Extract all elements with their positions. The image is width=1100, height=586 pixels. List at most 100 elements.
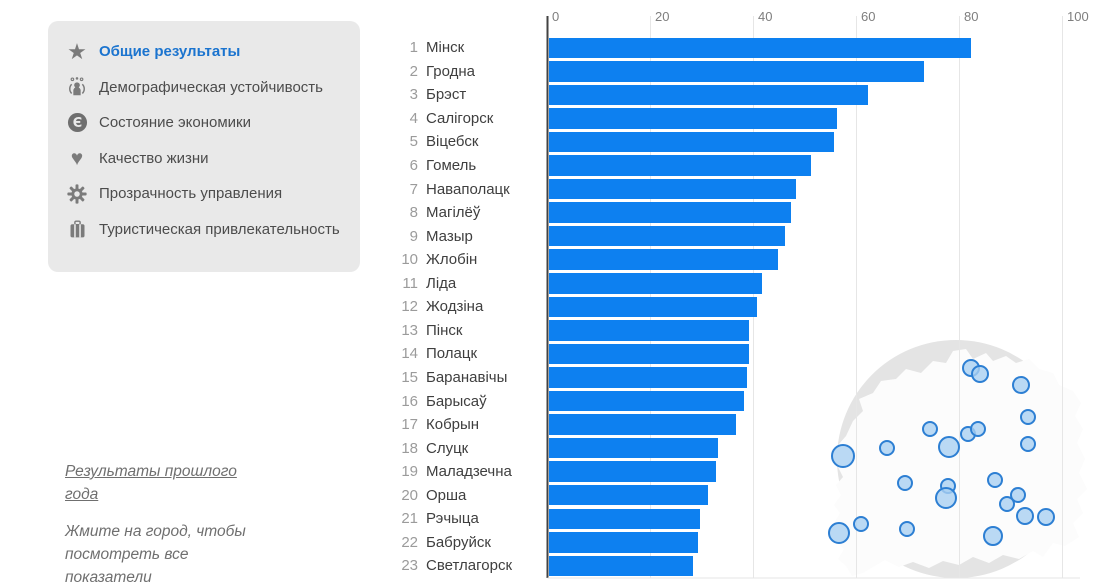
score-bar[interactable] (548, 178, 796, 200)
chart-row-label: 3 Брэст (392, 83, 546, 107)
map-city-bubble[interactable] (1037, 508, 1055, 526)
map-city-bubble[interactable] (828, 522, 850, 544)
map-city-bubble[interactable] (1020, 409, 1036, 425)
heart-icon: ♥ (70, 146, 84, 170)
score-bar[interactable] (548, 202, 791, 223)
score-bar[interactable] (548, 131, 835, 153)
score-bar[interactable] (548, 273, 763, 294)
sidebar-item-demography[interactable]: Демографическая устойчивость (48, 70, 360, 106)
map-city-bubble[interactable] (938, 436, 960, 458)
city-rank: 8 (409, 204, 418, 222)
city-label[interactable]: Орша (426, 486, 467, 504)
score-bar[interactable] (548, 508, 701, 529)
city-label[interactable]: Барысаў (426, 392, 487, 410)
city-label[interactable]: Віцебск (426, 133, 479, 151)
sidebar-item-tourism[interactable]: Туристическая привлекательность (48, 212, 360, 248)
score-bar[interactable] (548, 532, 698, 553)
city-label[interactable]: Маладзечна (426, 463, 512, 481)
city-rank: 22 (401, 533, 418, 551)
sidebar-item-label: Туристическая привлекательность (99, 220, 340, 238)
footer-links: Результаты прошлого года Жмите на город,… (65, 460, 263, 586)
sidebar-item-overall[interactable]: ★ Общие результаты (48, 34, 360, 70)
score-bar[interactable] (548, 249, 778, 270)
city-label[interactable]: Салігорск (426, 109, 494, 127)
score-bar[interactable] (548, 390, 745, 412)
map-city-bubble[interactable] (1020, 436, 1036, 452)
score-bar[interactable] (548, 225, 786, 247)
map-city-bubble[interactable] (897, 475, 913, 491)
city-label[interactable]: Светлагорск (426, 557, 513, 575)
score-bar[interactable] (548, 343, 750, 365)
score-bar[interactable] (548, 414, 737, 435)
map-city-bubble[interactable] (899, 521, 915, 537)
city-rank: 19 (401, 463, 418, 481)
city-rank: 1 (409, 39, 418, 57)
map-city-bubble[interactable] (935, 487, 957, 509)
map-city-bubble[interactable] (922, 421, 938, 437)
map-city-bubble[interactable] (853, 516, 869, 532)
city-label[interactable]: Рэчыца (426, 510, 479, 528)
city-label[interactable]: Ліда (426, 274, 457, 292)
city-label[interactable]: Баранавічы (426, 368, 508, 386)
score-bar[interactable] (548, 437, 719, 459)
city-label[interactable]: Пінск (426, 321, 463, 339)
score-bar[interactable] (548, 61, 925, 82)
chart-row-label: 17 Кобрын (392, 413, 546, 437)
map-city-bubble[interactable] (983, 526, 1003, 546)
sidebar-item-label: Состояние экономики (99, 114, 251, 132)
city-label[interactable]: Жлобін (426, 251, 478, 269)
city-label[interactable]: Гродна (426, 62, 476, 80)
sidebar-item-economy[interactable]: Є Состояние экономики (48, 105, 360, 141)
map-city-bubble[interactable] (1012, 376, 1030, 394)
map-city-bubble[interactable] (971, 365, 989, 383)
chart-row-label: 2 Гродна (392, 60, 546, 84)
score-bar[interactable] (548, 155, 812, 176)
gear-icon (64, 183, 90, 205)
map-city-bubble[interactable] (999, 496, 1015, 512)
score-bar[interactable] (548, 367, 747, 388)
city-label[interactable]: Слуцк (426, 439, 469, 457)
map-city-bubble[interactable] (1016, 507, 1034, 525)
star-icon: ★ (67, 38, 87, 64)
city-label[interactable]: Гомель (426, 157, 477, 175)
city-rank: 7 (409, 180, 418, 198)
city-label[interactable]: Магілёў (426, 204, 481, 222)
map-city-bubble[interactable] (1010, 487, 1026, 503)
map-city-bubble[interactable] (831, 444, 855, 468)
city-label[interactable]: Наваполацк (426, 180, 510, 198)
map-city-bubble[interactable] (987, 472, 1003, 488)
chart-row-label: 16 Барысаў (392, 389, 546, 413)
sidebar-item-label: Демографическая устойчивость (99, 78, 323, 96)
sidebar-item-transparency[interactable]: Прозрачность управления (48, 176, 360, 212)
score-bar[interactable] (548, 555, 693, 577)
city-label[interactable]: Брэст (426, 86, 467, 104)
city-label[interactable]: Жодзіна (426, 298, 484, 316)
map-city-bubble[interactable] (879, 440, 895, 456)
chart-row-label: 20 Орша (392, 483, 546, 507)
score-bar[interactable] (548, 320, 750, 341)
sidebar-item-life-quality[interactable]: ♥ Качество жизни (48, 141, 360, 177)
city-label[interactable]: Бабруйск (426, 533, 491, 551)
score-bar[interactable] (548, 37, 971, 58)
x-tick-label: 0 (552, 9, 560, 24)
previous-results-link[interactable]: Результаты прошлого года (65, 463, 237, 504)
city-rank: 20 (401, 486, 418, 504)
city-label[interactable]: Мінск (426, 39, 465, 57)
score-bar[interactable] (548, 84, 868, 106)
chart-row-label: 21 Рэчыца (392, 507, 546, 531)
score-bar[interactable] (548, 461, 716, 482)
chart-row-label: 12 Жодзіна (392, 295, 546, 319)
chart-row-label: 5 Віцебск (392, 130, 546, 154)
city-label[interactable]: Кобрын (426, 416, 480, 434)
city-rank: 2 (409, 62, 418, 80)
score-bar[interactable] (548, 108, 837, 129)
score-bar[interactable] (548, 484, 709, 506)
score-bar[interactable] (548, 296, 758, 318)
city-rank: 12 (401, 298, 418, 316)
chart-row-label: 10 Жлобін (392, 248, 546, 272)
hint-text: Жмите на город, чтобы посмотреть все пок… (65, 522, 246, 586)
map-city-bubble[interactable] (970, 421, 986, 437)
city-label[interactable]: Полацк (426, 345, 478, 363)
city-rank: 10 (401, 251, 418, 269)
city-label[interactable]: Мазыр (426, 227, 473, 245)
